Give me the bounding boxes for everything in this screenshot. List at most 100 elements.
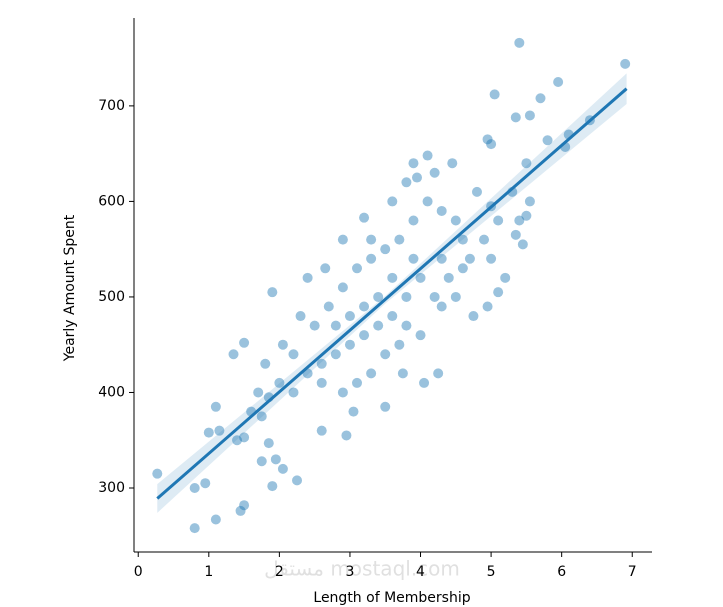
point [309,320,320,331]
point [517,239,528,250]
point [359,330,370,341]
point [408,158,419,169]
x-tick-label: 7 [628,564,637,580]
x-tick-label: 0 [134,564,143,580]
point [256,411,267,422]
point [352,377,363,388]
point [433,368,444,379]
point [553,77,564,88]
point [387,311,398,322]
point [493,287,504,298]
point [344,311,355,322]
point [436,301,447,312]
point [295,311,306,322]
point [348,406,359,417]
point [443,272,454,283]
point [366,253,377,264]
point [419,377,430,388]
x-tick-label: 1 [204,564,213,580]
point [341,430,352,441]
point [366,234,377,245]
point [239,432,250,443]
point [337,387,348,398]
point [288,387,299,398]
x-tick-label: 5 [487,564,496,580]
point [450,215,461,226]
point [489,89,500,100]
watermark: مستقل mostaql.com [264,557,460,581]
point [457,263,468,274]
point [323,301,334,312]
point [263,438,274,449]
y-tick-label: 300 [98,480,125,496]
point [316,377,327,388]
point [401,177,412,188]
point [482,301,493,312]
point [524,196,535,207]
point [359,212,370,223]
point [235,505,246,516]
point [411,172,422,183]
point [493,215,504,226]
point [274,377,285,388]
point [214,425,225,436]
point [422,150,433,161]
point [471,186,482,197]
point [464,253,475,264]
point [359,301,370,312]
x-tick-label: 4 [416,564,425,580]
point [232,435,243,446]
point [288,349,299,360]
y-tick-label: 600 [98,193,125,209]
point [253,387,264,398]
point [500,272,511,283]
point [408,253,419,264]
regression-line [156,87,628,500]
y-tick-label: 700 [98,98,125,114]
point [521,158,532,169]
point [292,475,303,486]
point [256,456,267,467]
y-axis-label: Yearly Amount Spent [62,214,78,362]
point [436,205,447,216]
point [189,482,200,493]
y-tick-label: 400 [98,384,125,400]
point [320,263,331,274]
point [514,215,525,226]
point [270,454,281,465]
point [267,287,278,298]
point [387,196,398,207]
point [482,134,493,145]
point [344,339,355,350]
point [373,291,384,302]
point [415,330,426,341]
y-tick-label: 500 [98,289,125,305]
point [210,514,221,525]
point [373,320,384,331]
point [366,368,377,379]
point [380,401,391,412]
point [200,478,211,489]
point [486,253,497,264]
x-tick-label: 2 [275,564,284,580]
point [510,112,521,123]
point [535,93,546,104]
point [152,468,163,479]
point [352,263,363,274]
point [387,272,398,283]
point [267,481,278,492]
point [620,58,631,69]
point [401,291,412,302]
point [302,272,313,283]
point [239,500,250,511]
point [380,349,391,360]
point [429,167,440,178]
point [436,253,447,264]
x-tick-label: 3 [345,564,354,580]
point [457,234,468,245]
point [239,337,250,348]
point [422,196,433,207]
point [380,244,391,255]
point [450,291,461,302]
